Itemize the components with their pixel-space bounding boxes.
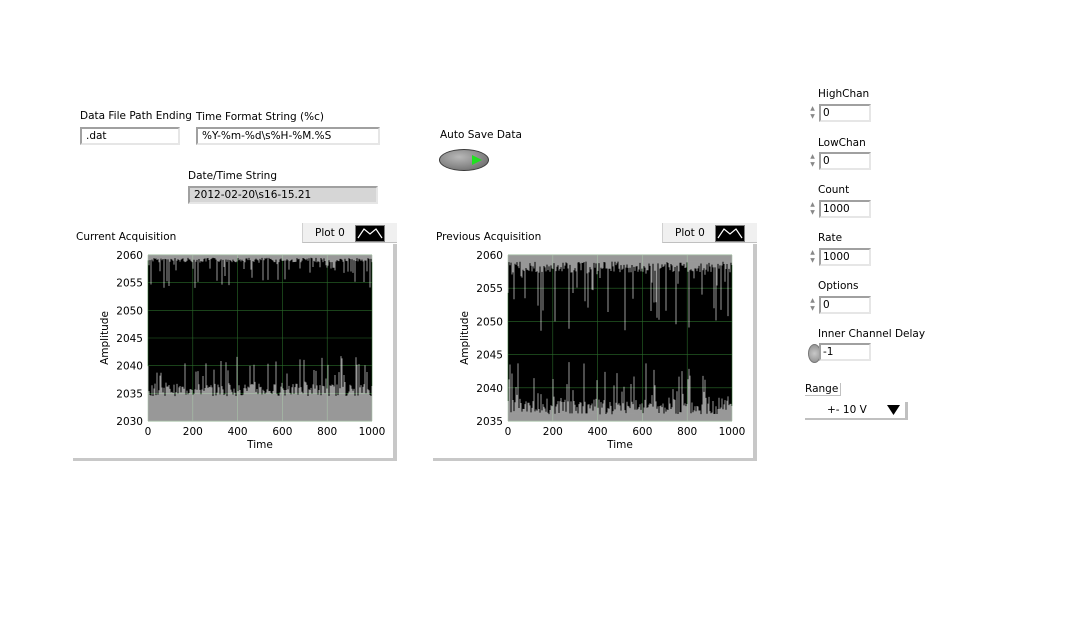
- y-tick-label: 2045: [116, 333, 143, 345]
- dropdown-arrow-icon[interactable]: [887, 405, 900, 418]
- series-band: [507, 255, 733, 331]
- high-chan-field[interactable]: 0: [819, 104, 871, 122]
- y-tick-label: 2040: [476, 383, 503, 395]
- x-tick-label: 800: [317, 426, 337, 438]
- range-value: +- 10 V: [827, 404, 867, 416]
- high-chan-control[interactable]: ▲ ▼ 0: [808, 104, 872, 122]
- options-label: Options: [818, 280, 859, 292]
- y-tick-label: 2055: [476, 283, 503, 295]
- low-chan-label: LowChan: [818, 137, 866, 149]
- x-tick-label: 1000: [359, 426, 386, 438]
- x-tick-label: 400: [228, 426, 248, 438]
- y-tick-label: 2030: [116, 416, 143, 428]
- current-acquisition-plot: 0 200 400 600 800 1000 2060 2055 2050 2045 2040 203…: [99, 250, 386, 451]
- y-tick-label: 2035: [476, 416, 503, 428]
- plot-line-icon: [355, 225, 385, 242]
- y-tick-label: 2060: [116, 250, 143, 262]
- previous-plot-legend[interactable]: Plot 0: [662, 223, 757, 243]
- low-chan-control[interactable]: ▲ ▼ 0: [808, 152, 872, 170]
- options-field[interactable]: 0: [819, 296, 871, 314]
- x-tick-label: 600: [632, 426, 652, 438]
- previous-acquisition-plot: 0 200 400 600 800 1000 2060 2055 2050 2045 2040 203…: [459, 250, 746, 451]
- time-format-string-label: Time Format String (%c): [196, 111, 324, 123]
- previous-plot-legend-label: Plot 0: [675, 227, 705, 239]
- current-acquisition-title: Current Acquisition: [76, 231, 177, 243]
- current-plot-legend-label: Plot 0: [315, 227, 345, 239]
- y-axis-label: Amplitude: [99, 311, 111, 365]
- range-label: Range: [805, 383, 842, 396]
- y-tick-label: 2035: [116, 388, 143, 400]
- inner-channel-delay-field[interactable]: -1: [819, 343, 871, 361]
- previous-acquisition-graph: 0 200 400 600 800 1000 2060 2055 2050 2045 2040 203…: [433, 244, 757, 461]
- series-line: [507, 255, 733, 331]
- increment-decrement-icon[interactable]: ▲ ▼: [810, 249, 815, 264]
- y-tick-label: 2055: [116, 278, 143, 290]
- increment-decrement-icon[interactable]: ▲ ▼: [810, 201, 815, 216]
- x-tick-label: 0: [145, 426, 152, 438]
- series-line: [507, 362, 733, 421]
- x-tick-label: 1000: [719, 426, 746, 438]
- datetime-string-label: Date/Time String: [188, 170, 278, 182]
- auto-save-label: Auto Save Data: [440, 129, 522, 141]
- time-format-string-field[interactable]: %Y-%m-%d\s%H-%M.%S: [196, 127, 380, 145]
- options-control[interactable]: ▲ ▼ 0: [808, 296, 872, 314]
- series-line: [147, 255, 373, 288]
- increment-decrement-icon[interactable]: ▲ ▼: [810, 153, 815, 168]
- rate-field[interactable]: 1000: [819, 248, 871, 266]
- count-field[interactable]: 1000: [819, 200, 871, 218]
- count-label: Count: [818, 184, 850, 196]
- auto-save-toggle[interactable]: [439, 149, 489, 171]
- x-axis-label: Time: [246, 439, 273, 451]
- inner-channel-delay-control[interactable]: -1: [808, 343, 872, 363]
- y-tick-label: 2040: [116, 361, 143, 373]
- current-plot-legend[interactable]: Plot 0: [302, 223, 397, 243]
- low-chan-field[interactable]: 0: [819, 152, 871, 170]
- increment-decrement-icon[interactable]: ▲ ▼: [810, 297, 815, 312]
- plot-line-icon: [715, 225, 745, 242]
- rate-label: Rate: [818, 232, 843, 244]
- y-tick-label: 2060: [476, 250, 503, 262]
- x-tick-label: 200: [183, 426, 203, 438]
- rate-control[interactable]: ▲ ▼ 1000: [808, 248, 872, 266]
- range-selector[interactable]: +- 10 V: [805, 402, 908, 420]
- x-tick-label: 200: [543, 426, 563, 438]
- datetime-string-indicator: 2012-02-20\s16-15.21: [188, 186, 378, 204]
- count-control[interactable]: ▲ ▼ 1000: [808, 200, 872, 218]
- x-tick-label: 600: [272, 426, 292, 438]
- previous-acquisition-title: Previous Acquisition: [436, 231, 542, 243]
- increment-decrement-icon[interactable]: ▲ ▼: [810, 105, 815, 120]
- data-file-path-ending-field[interactable]: .dat: [80, 127, 180, 145]
- y-tick-label: 2045: [476, 350, 503, 362]
- current-acquisition-graph: 0 200 400 600 800 1000 2060 2055 2050 2045 2040 203…: [73, 244, 397, 461]
- inner-channel-delay-label: Inner Channel Delay: [818, 328, 926, 340]
- x-tick-label: 0: [505, 426, 512, 438]
- x-axis-label: Time: [606, 439, 633, 451]
- x-tick-label: 800: [677, 426, 697, 438]
- series-band: [507, 362, 733, 421]
- plot-area: [508, 255, 732, 421]
- y-tick-label: 2050: [476, 316, 503, 328]
- y-axis-label: Amplitude: [459, 311, 471, 365]
- y-tick-label: 2050: [116, 305, 143, 317]
- high-chan-label: HighChan: [818, 88, 870, 100]
- series-band: [147, 356, 373, 421]
- x-tick-label: 400: [588, 426, 608, 438]
- data-file-path-ending-label: Data File Path Ending: [80, 110, 192, 122]
- series-line: [147, 356, 373, 421]
- series-band: [147, 255, 373, 288]
